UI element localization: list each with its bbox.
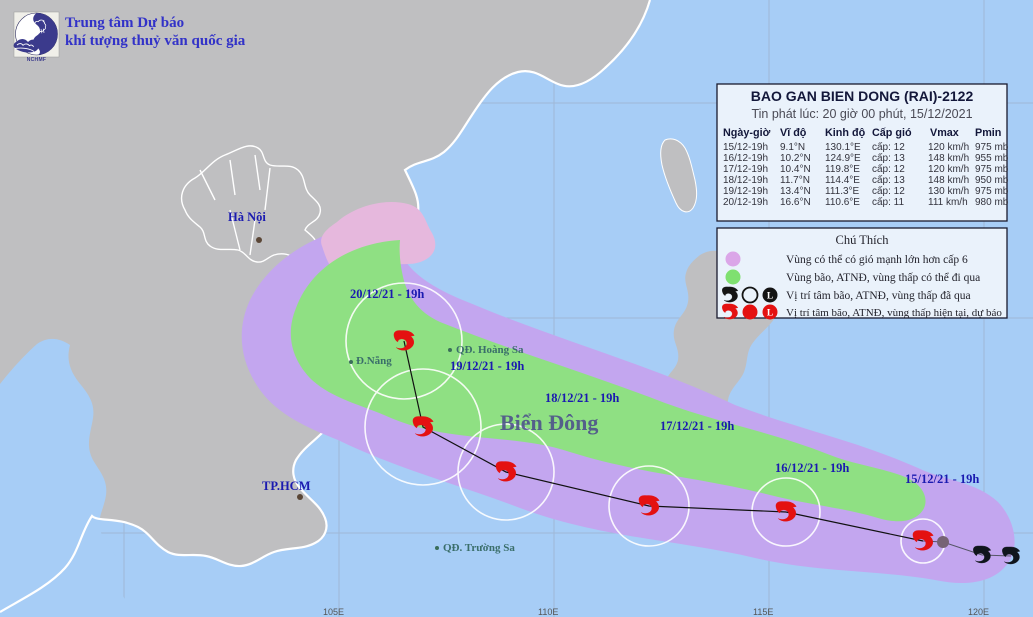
svg-text:BAO GAN BIEN DONG (RAI)-2122: BAO GAN BIEN DONG (RAI)-2122	[751, 88, 974, 104]
svg-text:148 km/h: 148 km/h	[928, 175, 969, 186]
svg-text:cấp: 12: cấp: 12	[872, 185, 905, 197]
svg-text:Tin phát lúc: 20 giờ 00 phút,: Tin phát lúc: 20 giờ 00 phút, 15/12/2021	[751, 107, 972, 121]
svg-text:955 mb: 955 mb	[975, 153, 1009, 164]
svg-text:Biển Đông: Biển Đông	[500, 410, 598, 435]
svg-text:18/12/21 - 19h: 18/12/21 - 19h	[545, 391, 619, 405]
svg-text:Kinh độ: Kinh độ	[825, 127, 866, 139]
svg-text:QĐ. Hoàng Sa: QĐ. Hoàng Sa	[456, 344, 524, 356]
svg-text:Chú Thích: Chú Thích	[836, 233, 890, 247]
svg-text:Hà Nội: Hà Nội	[228, 210, 266, 224]
svg-text:124.9°E: 124.9°E	[825, 153, 861, 164]
svg-text:Vmax: Vmax	[930, 127, 959, 139]
svg-text:cấp: 13: cấp: 13	[872, 174, 905, 186]
svg-text:QĐ. Trường Sa: QĐ. Trường Sa	[443, 542, 515, 554]
svg-text:18/12-19h: 18/12-19h	[723, 175, 768, 186]
svg-text:980 mb: 980 mb	[975, 197, 1009, 208]
svg-text:120 km/h: 120 km/h	[928, 164, 969, 175]
svg-text:10.4°N: 10.4°N	[780, 164, 811, 175]
svg-text:975 mb: 975 mb	[975, 186, 1009, 197]
svg-text:TP.HCM: TP.HCM	[262, 479, 311, 493]
svg-text:119.8°E: 119.8°E	[825, 164, 860, 175]
svg-text:111.3°E: 111.3°E	[825, 186, 860, 197]
svg-text:L: L	[767, 292, 773, 302]
svg-text:Trung tâm Dự báo: Trung tâm Dự báo	[65, 15, 184, 31]
svg-text:975 mb: 975 mb	[975, 164, 1009, 175]
svg-text:110.6°E: 110.6°E	[825, 197, 860, 208]
svg-text:11.7°N: 11.7°N	[780, 175, 810, 186]
svg-text:16/12/21 - 19h: 16/12/21 - 19h	[775, 461, 849, 475]
svg-text:Pmin: Pmin	[975, 127, 1001, 139]
svg-text:120E: 120E	[968, 607, 989, 617]
svg-text:975 mb: 975 mb	[975, 142, 1009, 153]
svg-text:9.1°N: 9.1°N	[780, 142, 805, 153]
svg-text:16/12-19h: 16/12-19h	[723, 153, 768, 164]
svg-text:20/12/21 - 19h: 20/12/21 - 19h	[350, 287, 424, 301]
svg-text:Cấp gió: Cấp gió	[872, 127, 912, 139]
svg-text:20/12-19h: 20/12-19h	[723, 197, 768, 208]
svg-text:Đ.Nẵng: Đ.Nẵng	[356, 355, 392, 367]
svg-text:NCHMF: NCHMF	[27, 57, 47, 63]
svg-text:130 km/h: 130 km/h	[928, 186, 969, 197]
svg-text:110E: 110E	[538, 607, 558, 617]
svg-text:148 km/h: 148 km/h	[928, 153, 969, 164]
svg-text:15/12-19h: 15/12-19h	[723, 142, 768, 153]
svg-text:130.1°E: 130.1°E	[825, 142, 861, 153]
svg-text:950 mb: 950 mb	[975, 175, 1009, 186]
svg-text:cấp: 12: cấp: 12	[872, 163, 905, 175]
svg-text:cấp: 13: cấp: 13	[872, 152, 905, 164]
svg-text:Ngày-giờ: Ngày-giờ	[723, 127, 771, 139]
svg-text:cấp: 11: cấp: 11	[872, 196, 904, 208]
svg-text:16.6°N: 16.6°N	[780, 197, 811, 208]
svg-text:105E: 105E	[323, 607, 344, 617]
svg-text:Vĩ độ: Vĩ độ	[780, 127, 807, 139]
svg-text:111 km/h: 111 km/h	[928, 197, 968, 208]
svg-text:19/12-19h: 19/12-19h	[723, 186, 768, 197]
svg-text:Vùng có thể có gió mạnh lớn hơ: Vùng có thể có gió mạnh lớn hơn cấp 6	[786, 253, 968, 266]
svg-text:L: L	[767, 309, 773, 319]
svg-text:13.4°N: 13.4°N	[780, 186, 811, 197]
svg-text:10.2°N: 10.2°N	[780, 153, 811, 164]
svg-text:17/12/21 - 19h: 17/12/21 - 19h	[660, 419, 734, 433]
svg-text:Vị trí tâm bão, ATNĐ, vùng thấ: Vị trí tâm bão, ATNĐ, vùng thấp hiện tại…	[786, 307, 1002, 319]
svg-text:khí tượng thuỷ văn quốc gia: khí tượng thuỷ văn quốc gia	[65, 33, 246, 49]
svg-text:115E: 115E	[753, 607, 773, 617]
svg-text:cấp: 12: cấp: 12	[872, 141, 905, 153]
svg-text:19/12/21 - 19h: 19/12/21 - 19h	[450, 359, 524, 373]
svg-text:15/12/21 - 19h: 15/12/21 - 19h	[905, 472, 979, 486]
svg-text:17/12-19h: 17/12-19h	[723, 164, 768, 175]
svg-text:Vùng bão, ATNĐ, vùng thấp có t: Vùng bão, ATNĐ, vùng thấp có thể đi qua	[786, 271, 980, 284]
svg-text:114.4°E: 114.4°E	[825, 175, 860, 186]
svg-text:120 km/h: 120 km/h	[928, 142, 969, 153]
svg-text:Vị trí tâm bão, ATNĐ, vùng thấ: Vị trí tâm bão, ATNĐ, vùng thấp đã qua	[786, 289, 971, 302]
